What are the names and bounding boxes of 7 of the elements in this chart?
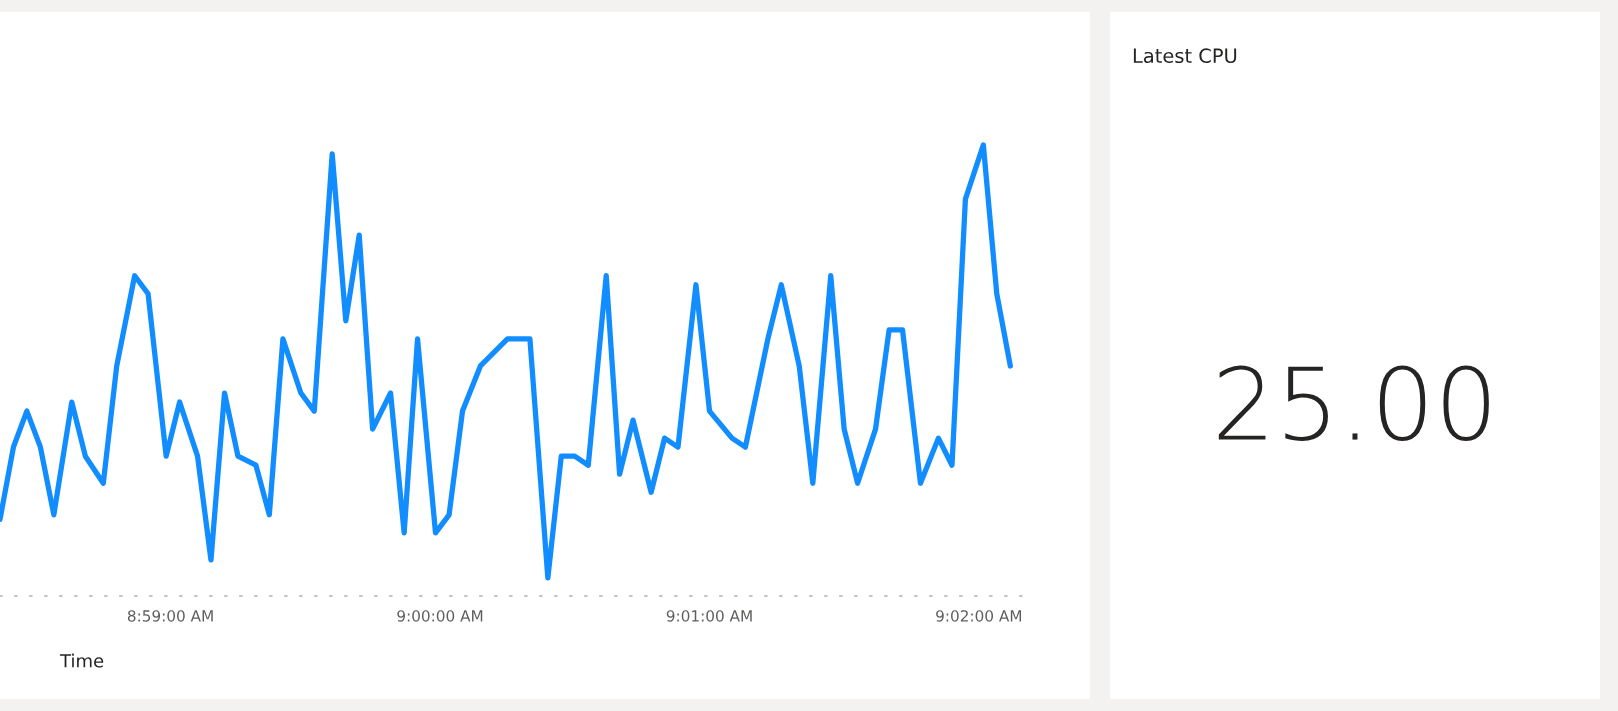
x-tick-label: 9:00:00 AM	[397, 610, 483, 622]
text: Latest CPU	[1133, 48, 1237, 64]
x-tick-label: 9:01:00 AM	[666, 610, 752, 622]
text: 25.00	[1218, 365, 1489, 442]
x-tick-label: 9:02:00 AM	[936, 610, 1022, 622]
x-tick-label: 8:59:00 AM	[127, 610, 213, 622]
x-axis-title: Time	[59, 653, 104, 668]
